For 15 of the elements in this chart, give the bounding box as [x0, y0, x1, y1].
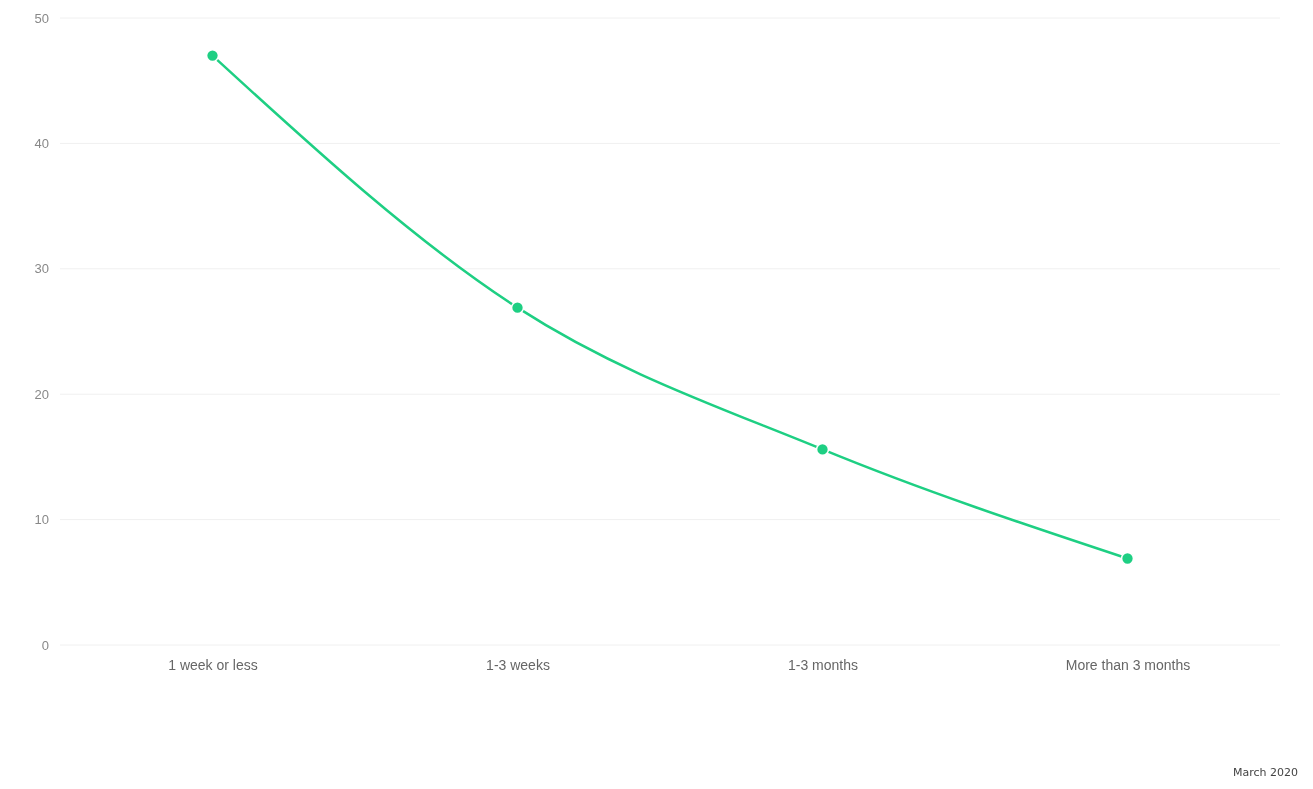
point: [510, 301, 525, 315]
text: March 2020: [1232, 766, 1298, 779]
point: [205, 48, 220, 63]
x-tick-label: More than 3 months: [1065, 657, 1191, 673]
point: [815, 442, 830, 457]
y-tick-label: 50: [34, 10, 49, 26]
y-tick-label: 10: [34, 512, 49, 528]
x-tick-label: 1 week or less: [168, 657, 258, 673]
x-tick-label: 1-3 months: [787, 657, 859, 673]
y-tick-label: 0: [41, 637, 49, 653]
point: [1120, 551, 1135, 566]
y-tick-label: 30: [34, 261, 49, 277]
y-tick-label: 40: [34, 136, 49, 152]
x-tick-label: 1-3 weeks: [486, 657, 550, 673]
y-tick-label: 20: [34, 386, 49, 402]
